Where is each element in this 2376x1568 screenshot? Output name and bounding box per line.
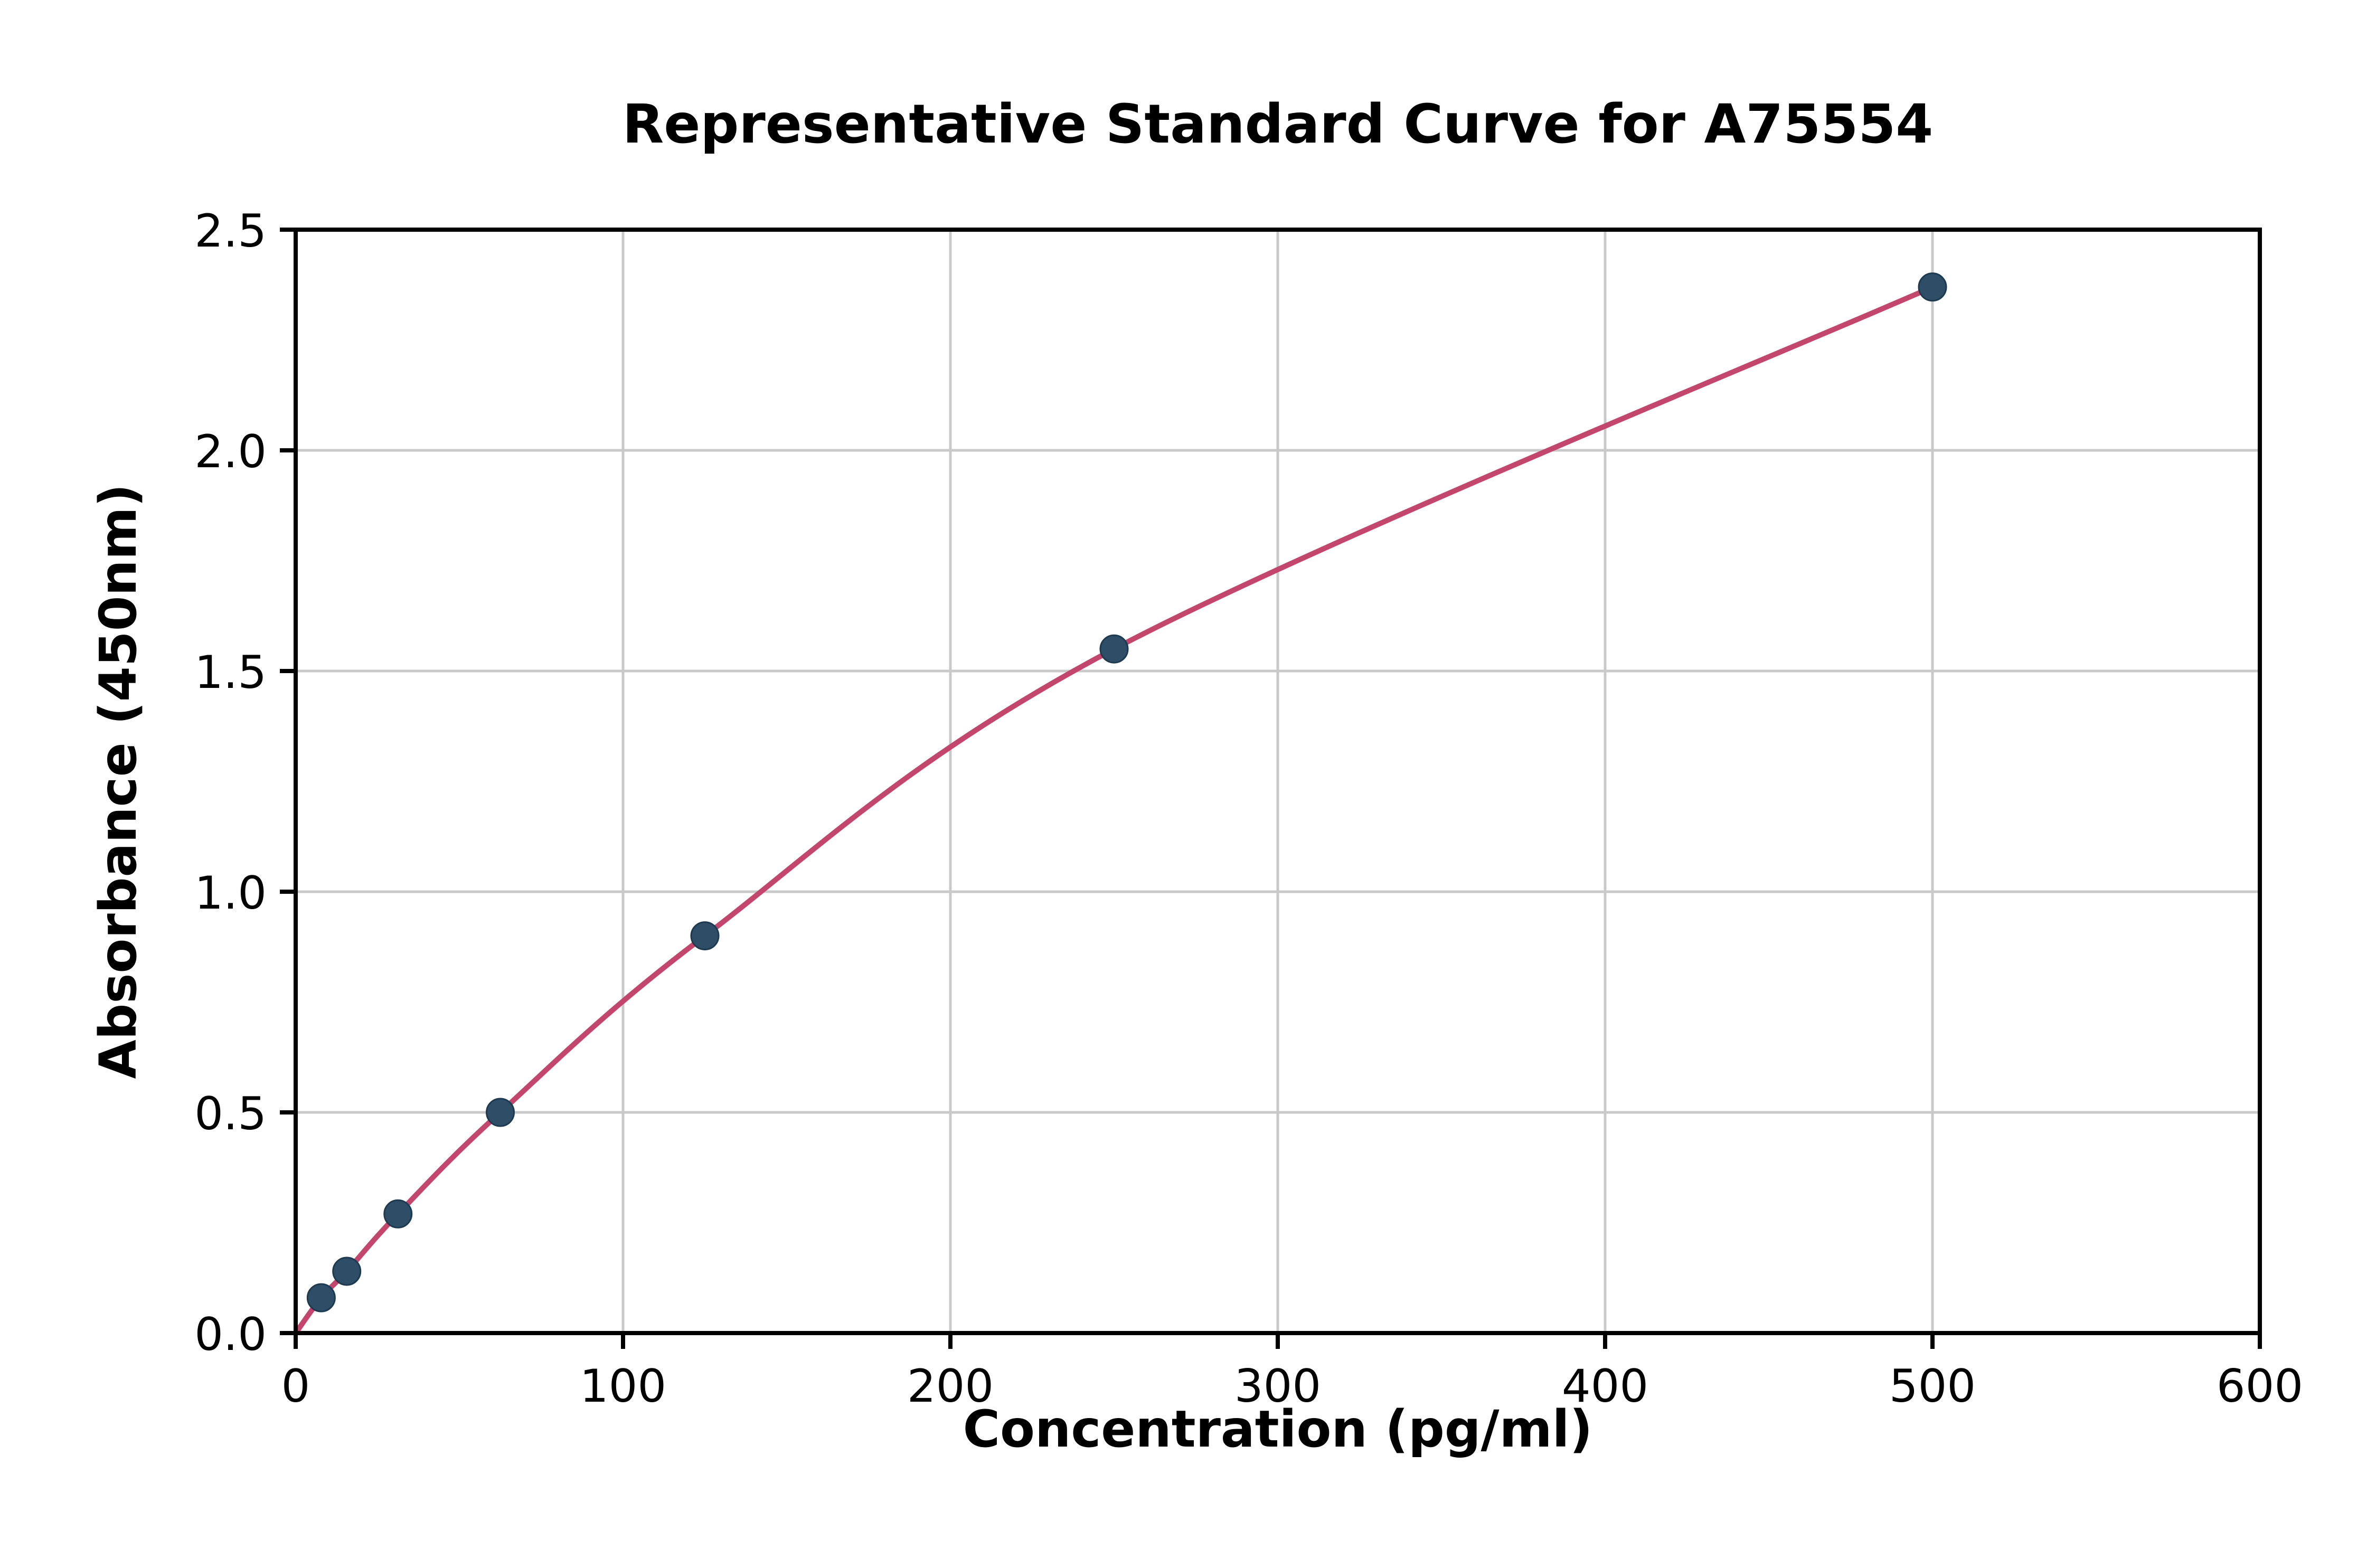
data-point: [306, 1283, 336, 1312]
x-tick-label: 300: [1234, 1360, 1321, 1413]
y-tick-label: 2.0: [194, 426, 267, 478]
data-point: [690, 921, 720, 951]
y-tick-label: 0.0: [194, 1308, 267, 1361]
y-tick-label: 1.0: [194, 867, 267, 920]
x-axis-label: Concentration (pg/ml): [963, 1400, 1593, 1459]
data-point: [1918, 272, 1947, 302]
x-tick-label: 0: [281, 1360, 310, 1413]
x-tick-label: 100: [580, 1360, 666, 1413]
y-tick-label: 1.5: [194, 646, 267, 699]
data-point: [383, 1199, 413, 1229]
data-point: [332, 1257, 362, 1286]
y-tick-label: 2.5: [194, 205, 267, 258]
y-tick-label: 0.5: [194, 1088, 267, 1140]
x-tick-label: 500: [1889, 1360, 1976, 1413]
x-tick-label: 600: [2217, 1360, 2303, 1413]
chart-title: Representative Standard Curve for A75554: [622, 93, 1934, 156]
x-tick-label: 200: [907, 1360, 994, 1413]
x-tick-label: 400: [1562, 1360, 1648, 1413]
fitted-curve: [293, 284, 1935, 1336]
y-axis-label: Absorbance (450nm): [89, 484, 148, 1079]
data-point: [486, 1098, 515, 1127]
data-point: [1099, 634, 1129, 664]
